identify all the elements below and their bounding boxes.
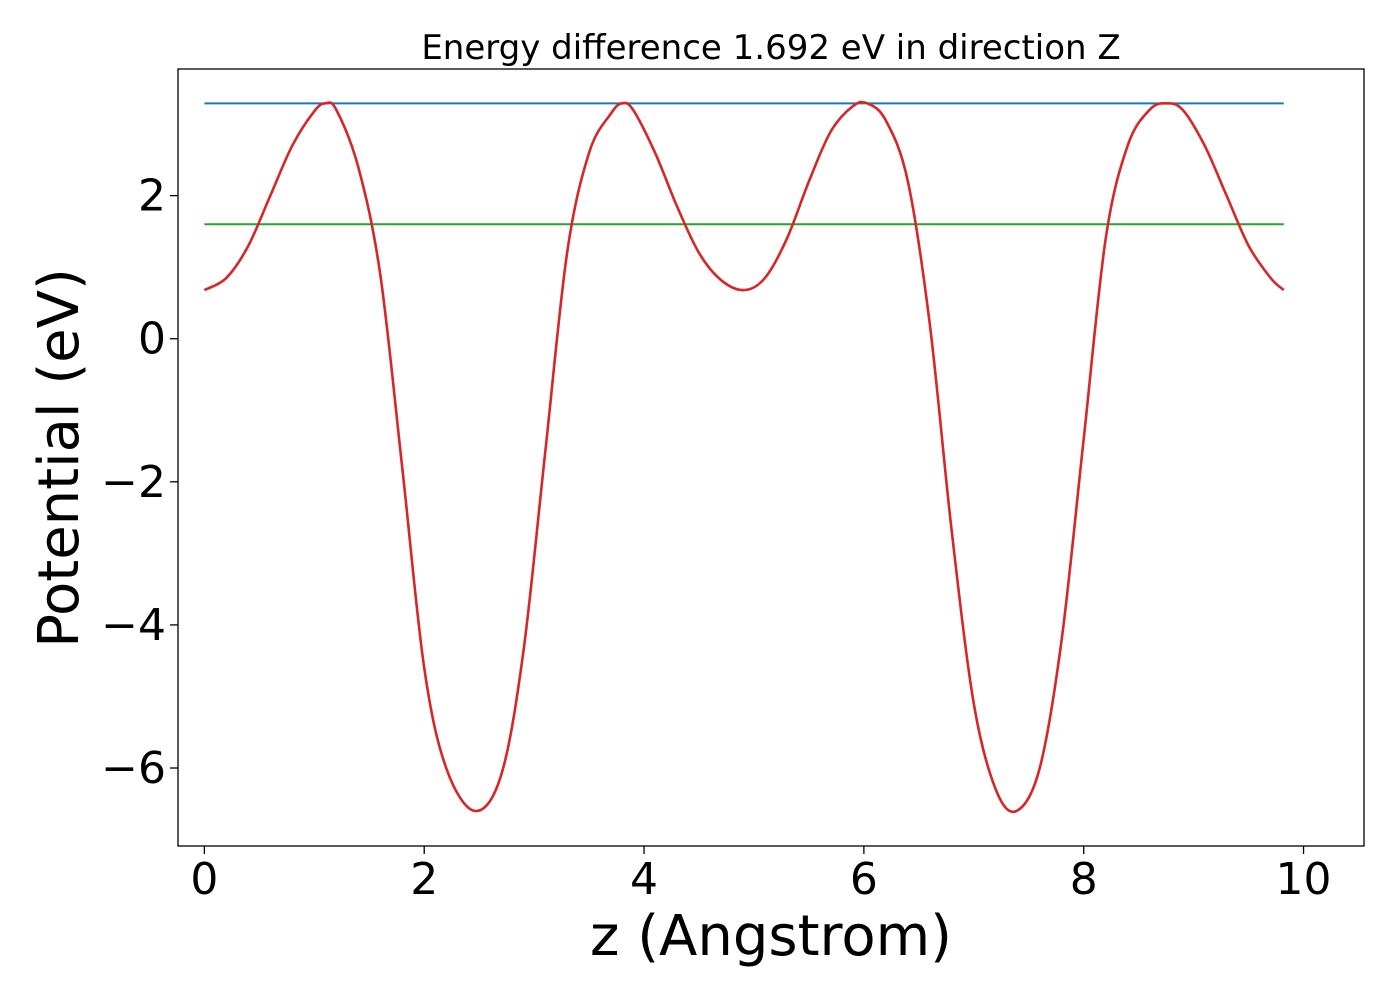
y-axis-label: Potential (eV)	[27, 268, 92, 648]
y-tick-label: −6	[101, 743, 166, 794]
plot-area	[203, 100, 1285, 814]
axes: 0 2 4 6 8 10 −6 −4 −2 0 2	[101, 171, 1331, 905]
y-tick-label: 0	[138, 314, 166, 365]
chart-title: Energy difference 1.692 eV in direction …	[421, 28, 1120, 68]
x-tick-label: 10	[1276, 854, 1332, 905]
y-tick-label: −2	[101, 457, 166, 508]
y-tick-label: −4	[101, 600, 166, 651]
x-tick-label: 8	[1070, 854, 1098, 905]
x-tick-label: 4	[630, 854, 658, 905]
plot-frame	[177, 68, 1365, 847]
x-tick-label: 0	[190, 854, 218, 905]
potential-curve	[203, 100, 1285, 814]
y-tick-label: 2	[138, 171, 166, 222]
x-tick-label: 6	[850, 854, 878, 905]
x-axis-label: z (Angstrom)	[590, 904, 952, 969]
x-tick-label: 2	[410, 854, 438, 905]
